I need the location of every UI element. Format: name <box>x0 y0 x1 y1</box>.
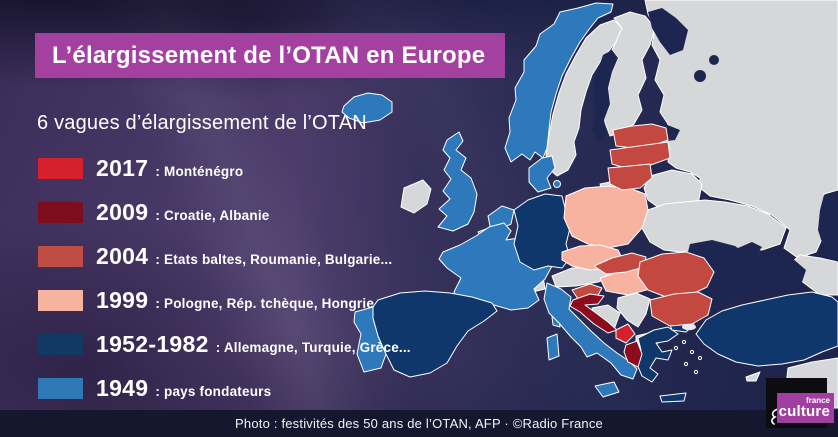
legend-swatch-1999 <box>38 290 83 311</box>
legend-row-1949: 1949 : pays fondateurs <box>38 375 411 402</box>
legend-label: : Pologne, Rép. tchèque, Hongrie <box>155 296 375 311</box>
logo-purple-box: france culture <box>777 393 834 423</box>
legend-label: : pays fondateurs <box>155 384 272 399</box>
legend-year: 2009 <box>96 199 149 225</box>
map-aegean-island-1 <box>673 345 679 351</box>
legend-row-1952-1982: 1952-1982 : Allemagne, Turquie, Grèce... <box>38 331 411 358</box>
map-country-netherlands <box>487 205 515 231</box>
caption-bar: Photo : festivités des 50 ans de l’OTAN,… <box>0 410 838 437</box>
map-country-ireland <box>400 179 432 214</box>
legend-swatch-1952-1982 <box>38 334 83 355</box>
legend-row-2004: 2004 : Etats baltes, Roumanie, Bulgarie.… <box>38 243 411 270</box>
sea-of-marmara <box>682 323 696 331</box>
map-country-poland <box>563 185 649 249</box>
map-country-russia <box>644 0 838 259</box>
subtitle: 6 vagues d’élargissement de l’OTAN <box>37 112 367 134</box>
legend-swatch-1949 <box>38 378 83 399</box>
legend-year: 2004 <box>96 243 149 269</box>
legend-year: 2017 <box>96 155 149 181</box>
map-country-serbia <box>616 292 651 328</box>
map-country-romania <box>637 251 715 298</box>
logo-text-culture: culture <box>778 403 830 420</box>
title-banner: L’élargissement de l’OTAN en Europe <box>35 33 505 78</box>
map-country-turkey <box>695 291 838 367</box>
map-country-estonia <box>612 123 669 149</box>
photo-credit: Photo : festivités des 50 ans de l’OTAN,… <box>235 416 603 431</box>
map-country-italy <box>543 282 638 380</box>
legend-row-1999: 1999 : Pologne, Rép. tchèque, Hongrie <box>38 287 411 314</box>
legend-year: 1999 <box>96 287 149 313</box>
map-aegean-island-2 <box>681 339 687 345</box>
map-aegean-island-5 <box>683 361 689 367</box>
map-country-denmark-island <box>553 180 561 188</box>
map-country-denmark <box>528 155 556 193</box>
legend: 2017 : Monténégro 2009 : Croatie, Albani… <box>38 155 411 402</box>
legend-label: : Allemagne, Turquie, Grèce... <box>215 340 411 355</box>
map-country-united-kingdom <box>437 131 478 232</box>
map-aegean-island-6 <box>693 369 699 375</box>
caspian-sea <box>818 195 838 262</box>
legend-row-2009: 2009 : Croatie, Albanie <box>38 199 411 226</box>
france-culture-logo: france culture <box>766 378 838 430</box>
logo-text-france: france <box>805 396 830 405</box>
legend-label: : Etats baltes, Roumanie, Bulgarie... <box>155 252 393 267</box>
map-country-sweden <box>545 19 623 177</box>
legend-year: 1949 <box>96 375 149 401</box>
legend-swatch-2004 <box>38 246 83 267</box>
map-country-norway <box>504 2 614 163</box>
map-country-bulgaria <box>649 291 713 327</box>
white-sea <box>648 8 688 55</box>
legend-label: : Croatie, Albanie <box>155 208 270 223</box>
gulf-of-bothnia <box>592 50 618 142</box>
crimea <box>738 242 762 258</box>
lake-onega <box>709 55 719 65</box>
map-country-montenegro <box>615 323 636 344</box>
lake-ladoga <box>694 70 706 82</box>
map-country-spain <box>372 290 498 378</box>
legend-label: : Monténégro <box>155 164 244 179</box>
black-sea <box>682 240 806 318</box>
legend-year: 1952-1982 <box>96 331 209 357</box>
map-country-albania <box>623 340 643 368</box>
map-aegean-island-3 <box>689 349 695 355</box>
map-country-croatia <box>569 293 618 334</box>
map-country-crete <box>659 392 687 403</box>
logo-squiggle-icon <box>771 408 779 425</box>
map-aegean-island-4 <box>697 355 703 361</box>
map-country-sardinia <box>546 333 560 361</box>
map-country-greece <box>635 326 679 383</box>
map-country-iceland <box>341 92 393 124</box>
legend-row-2017: 2017 : Monténégro <box>38 155 411 182</box>
legend-swatch-2017 <box>38 158 83 179</box>
page-title: L’élargissement de l’OTAN en Europe <box>52 41 486 69</box>
map-country-cyprus <box>745 371 761 382</box>
map-country-sicily <box>594 381 620 398</box>
map-country-lithuania <box>607 163 653 191</box>
legend-swatch-2009 <box>38 202 83 223</box>
